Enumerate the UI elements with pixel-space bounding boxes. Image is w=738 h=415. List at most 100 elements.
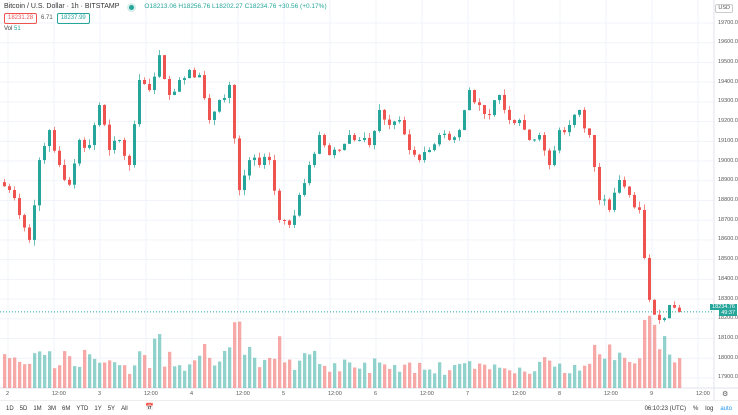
sell-button[interactable]: 18231.28 <box>4 13 38 24</box>
volume-bar <box>73 366 77 388</box>
volume-bar <box>3 354 7 388</box>
candle <box>558 130 561 151</box>
candle <box>378 109 381 131</box>
volume-bar <box>573 364 577 388</box>
currency-button[interactable]: USD <box>715 4 733 13</box>
candle <box>108 124 111 150</box>
volume-bar <box>623 357 627 388</box>
candle <box>78 139 81 164</box>
time-tick: 2 <box>6 391 10 397</box>
candle <box>533 139 536 141</box>
volume-bar <box>478 363 482 388</box>
time-tick: 12:00 <box>52 391 66 397</box>
volume-bar <box>488 369 492 388</box>
candle <box>458 130 461 138</box>
buy-button[interactable]: 18237.99 <box>56 13 90 24</box>
candle <box>283 220 286 222</box>
range-button-all[interactable]: All <box>121 406 128 412</box>
volume-bar <box>383 364 387 388</box>
volume-bar <box>53 368 57 388</box>
candle <box>553 150 556 165</box>
candle <box>138 79 141 125</box>
candle <box>168 78 171 95</box>
price-tick: 18500.00 <box>718 256 738 263</box>
date-range-icon[interactable]: 📅 <box>145 404 154 411</box>
percent-toggle[interactable]: % <box>692 406 699 412</box>
candle <box>43 146 46 161</box>
candle <box>518 120 521 124</box>
candle <box>348 135 351 144</box>
range-button-5y[interactable]: 5Y <box>107 406 116 412</box>
ohlc-values: O18213.06 H18256.76 L18202.27 C18234.76 … <box>144 3 327 10</box>
symbol-title[interactable]: Bitcoin / U.S. Dollar · 1h · BITSTAMP <box>4 3 120 10</box>
volume-bar <box>433 373 437 388</box>
range-button-5d[interactable]: 5D <box>19 406 28 412</box>
volume-bar <box>313 350 317 388</box>
volume-bar <box>28 363 32 388</box>
candle <box>103 105 106 125</box>
candle <box>543 135 546 151</box>
candle <box>368 137 371 146</box>
time-tick: 4 <box>190 391 194 397</box>
auto-toggle[interactable]: auto <box>720 406 732 412</box>
candle <box>573 114 576 125</box>
volume-bar <box>418 362 422 388</box>
candle <box>498 94 501 101</box>
candle <box>228 84 231 98</box>
spread: 6.71 <box>41 15 53 21</box>
candle <box>303 183 306 195</box>
log-toggle[interactable]: log <box>705 406 714 412</box>
candle <box>243 175 246 191</box>
time-tick: 12:00 <box>512 391 526 397</box>
candle <box>183 78 186 80</box>
price-chart[interactable] <box>0 0 738 400</box>
candle <box>63 164 66 180</box>
volume-bar <box>613 360 617 388</box>
candle <box>253 157 256 161</box>
range-button-1m[interactable]: 1M <box>33 406 42 412</box>
time-tick: 12:00 <box>328 391 342 397</box>
price-tick: 18900.00 <box>718 177 738 184</box>
volume-bar <box>293 369 297 388</box>
volume-bar <box>598 354 602 388</box>
volume-bar <box>463 363 467 388</box>
volume-bar <box>8 358 12 388</box>
range-button-3m[interactable]: 3M <box>47 406 57 412</box>
volume-bar <box>343 359 347 388</box>
bottom-toolbar: 1D 5D 1M 3M 6M YTD 1Y 5Y All 📅 06:10:23 (UTC) % … <box>0 400 738 415</box>
candle <box>548 150 551 165</box>
candle <box>618 179 621 193</box>
candle <box>583 109 586 129</box>
time-tick: 5 <box>282 391 286 397</box>
range-button-1d[interactable]: 1D <box>6 406 14 412</box>
candle <box>358 139 361 141</box>
volume-bar <box>123 365 127 388</box>
volume-bar <box>308 354 312 388</box>
time-tick: 12:00 <box>604 391 618 397</box>
time-tick: 12:00 <box>144 391 158 397</box>
candle <box>238 138 241 191</box>
volume-bar <box>403 364 407 388</box>
volume-bar <box>183 370 187 388</box>
volume-bar <box>248 346 252 388</box>
candle <box>383 109 386 120</box>
price-tick: 19000.00 <box>718 157 738 164</box>
range-button-ytd[interactable]: YTD <box>76 406 89 412</box>
candle <box>38 160 41 206</box>
candle <box>48 130 51 147</box>
candle <box>538 135 541 140</box>
volume-bar <box>578 370 582 388</box>
volume-bar <box>458 363 462 388</box>
range-button-6m[interactable]: 6M <box>62 406 71 412</box>
candle <box>98 105 101 126</box>
volume-bar <box>538 361 542 388</box>
market-open-icon <box>129 4 135 10</box>
volume-bar <box>408 362 412 388</box>
candle <box>463 110 466 131</box>
volume-bar <box>443 374 447 388</box>
candle <box>118 139 121 141</box>
candle <box>623 179 626 187</box>
settings-icon[interactable]: ⚙ <box>722 391 729 398</box>
range-button-1y[interactable]: 1Y <box>94 406 102 412</box>
volume-bar <box>658 349 662 388</box>
